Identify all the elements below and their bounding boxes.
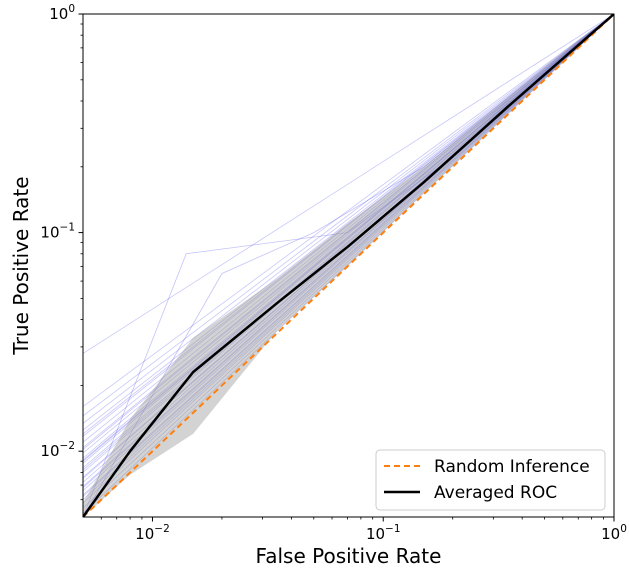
legend-averaged-roc-label: Averaged ROC: [434, 483, 557, 503]
individual-roc-curve: [83, 14, 614, 500]
individual-roc-curve: [83, 14, 614, 407]
y-tick-label: 10−2: [40, 440, 75, 460]
individual-roc-curve: [83, 14, 614, 448]
plot-area: [83, 14, 614, 517]
individual-roc-curve: [83, 14, 614, 450]
legend-box: [375, 449, 606, 511]
individual-roc-curve: [83, 14, 614, 437]
x-tick-label: 100: [601, 523, 627, 543]
plot-frame: [82, 13, 615, 518]
individual-roc-curve: [83, 14, 614, 424]
x-axis-label: False Positive Rate: [256, 544, 442, 568]
x-tick-label: 10−2: [135, 523, 170, 543]
individual-roc-curve: [83, 14, 614, 454]
axis-ticks: 10−2 10−1 100 10−2 10−1 100: [40, 3, 626, 543]
random-inference-line: [83, 14, 614, 517]
y-tick-label: 10−1: [40, 222, 75, 242]
individual-roc-curve: [83, 14, 614, 443]
individual-roc-curve: [83, 14, 614, 431]
x-tick-label: 10−1: [366, 523, 401, 543]
individual-roc-curve: [83, 14, 614, 435]
individual-roc-curve: [83, 14, 614, 354]
individual-roc-curve: [83, 14, 614, 417]
y-tick-label: 100: [49, 3, 75, 23]
legend-random-inference-label: Random Inference: [434, 457, 590, 477]
y-axis-label: True Positive Rate: [9, 176, 33, 355]
averaged-roc-line: [83, 14, 614, 517]
legend: Random Inference Averaged ROC: [375, 449, 606, 511]
individual-roc-curve: [83, 14, 614, 517]
